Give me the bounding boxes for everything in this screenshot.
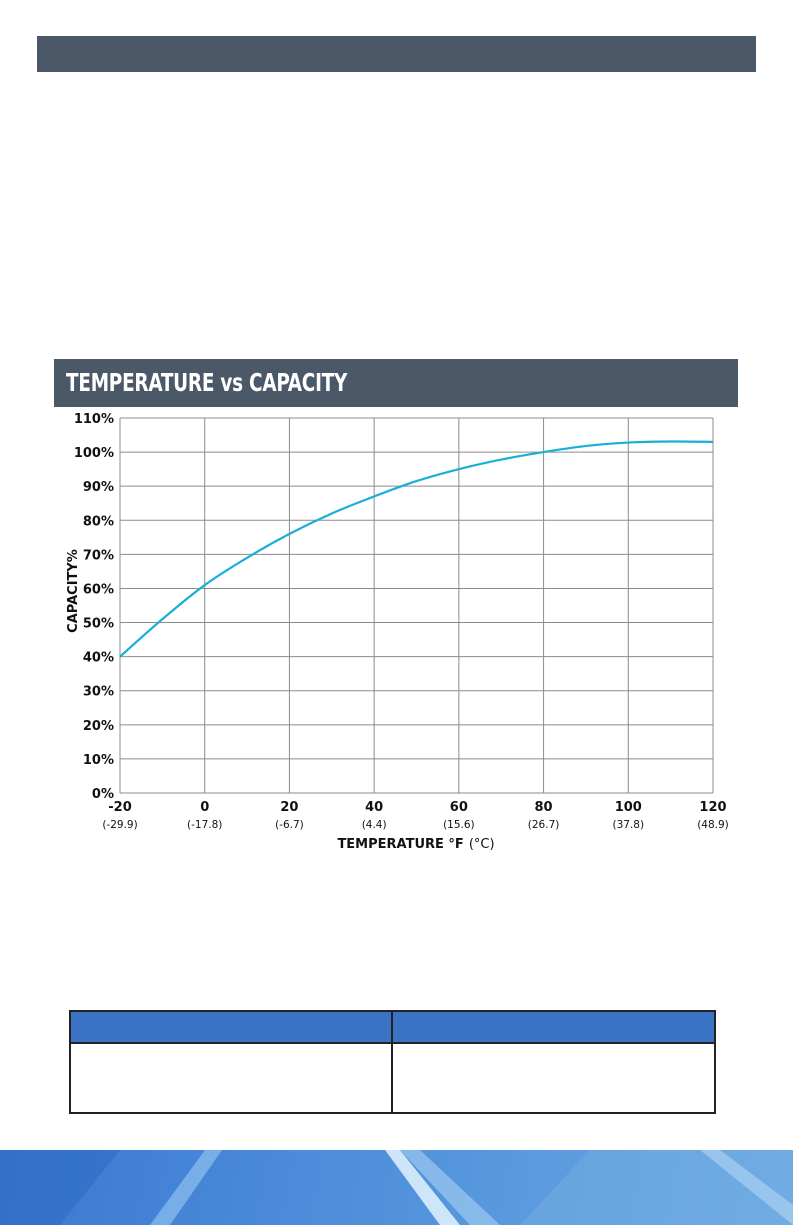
capacity-curve — [119, 440, 714, 658]
x-axis-label: TEMPERATURE °F (°C) — [337, 837, 494, 852]
header-bar — [37, 36, 756, 72]
x-tick-sublabel: (-29.9) — [102, 819, 137, 831]
info-table — [69, 1010, 716, 1114]
y-tick-label: 60% — [83, 582, 114, 597]
x-tick-label: 100 — [615, 800, 642, 815]
footer-light-rays — [0, 1150, 793, 1225]
y-axis-ticks: 0% 10% 20% 30% 40% 50% 60% 70% 80% 90% 100% 110% — [74, 412, 114, 802]
temperature-capacity-chart: 0% 10% 20% 30% 40% 50% 60% 70% 80% 90% 100% 110% -2… — [66, 412, 729, 852]
y-axis-label: CAPACITY% — [66, 549, 81, 633]
y-tick-label: 80% — [83, 514, 114, 529]
y-tick-label: 110% — [74, 412, 114, 427]
y-tick-label: 20% — [83, 719, 114, 734]
x-axis-label-unit: (°C) — [469, 837, 495, 852]
x-tick-label: 60 — [450, 800, 468, 815]
x-tick-sublabel: (-17.8) — [187, 819, 222, 831]
y-tick-label: 50% — [83, 617, 114, 632]
y-tick-label: 100% — [74, 446, 114, 461]
y-tick-label: 90% — [83, 480, 114, 495]
x-tick-sublabel: (4.4) — [362, 819, 387, 831]
chart-title-banner: TEMPERATURE vs CAPACITY — [54, 359, 738, 407]
y-tick-label: 30% — [83, 685, 114, 700]
y-tick-label: 40% — [83, 651, 114, 666]
x-tick-label: 20 — [280, 800, 298, 815]
x-tick-label: -20 — [108, 800, 132, 815]
x-axis-label-text: TEMPERATURE °F — [337, 837, 463, 852]
x-tick-label: 40 — [365, 800, 383, 815]
y-tick-label: 10% — [83, 753, 114, 768]
x-tick-sublabel: (26.7) — [528, 819, 560, 831]
y-tick-label: 0% — [92, 787, 114, 802]
x-tick-label: 0 — [200, 800, 209, 815]
chart-grid — [119, 417, 714, 794]
x-tick-label: 120 — [699, 800, 726, 815]
x-tick-sublabel: (48.9) — [697, 819, 729, 831]
x-tick-sublabel: (37.8) — [612, 819, 644, 831]
x-tick-sublabel: (-6.7) — [275, 819, 304, 831]
x-tick-sublabel: (15.6) — [443, 819, 475, 831]
chart-title: TEMPERATURE vs CAPACITY — [66, 368, 348, 397]
table-column-divider — [391, 1012, 393, 1112]
footer-decoration — [0, 1150, 793, 1225]
x-axis-ticks: -20 (-29.9) 0 (-17.8) 20 (-6.7) 40 (4.4) 60 (15.6… — [102, 800, 728, 831]
x-tick-label: 80 — [535, 800, 553, 815]
y-tick-label: 70% — [83, 548, 114, 563]
